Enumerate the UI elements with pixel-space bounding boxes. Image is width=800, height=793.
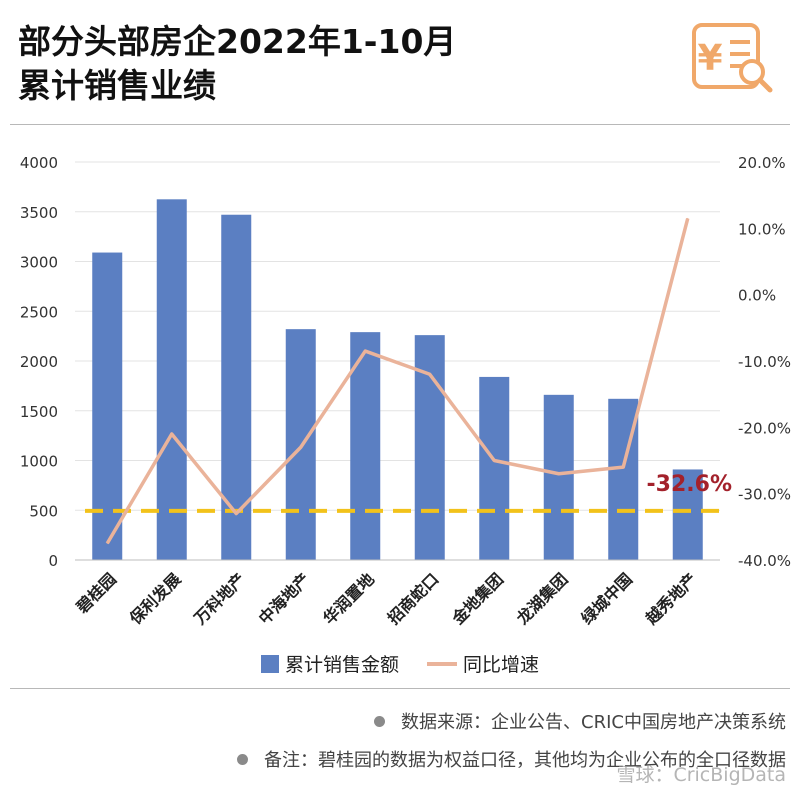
right-tick-label: 10.0%	[738, 220, 786, 238]
reference-label: -32.6%	[647, 472, 732, 497]
right-tick-label: -30.0%	[738, 486, 791, 504]
category-label: 中海地产	[255, 569, 314, 628]
left-tick-label: 3000	[20, 254, 58, 272]
bullet-icon	[374, 715, 386, 727]
category-label: 碧桂园	[72, 569, 120, 617]
yoy-point-1	[171, 433, 173, 435]
yoy-line	[105, 217, 690, 545]
footer-divider	[10, 688, 790, 689]
category-label: 保利发展	[125, 569, 185, 629]
left-tick-label: 2000	[20, 353, 58, 371]
source-note-text: 数据来源：企业公告、CRIC中国房地产决策系统	[401, 712, 786, 733]
right-tick-label: -20.0%	[738, 419, 791, 437]
title-line-2: 累计销售业绩	[18, 66, 216, 105]
legend-item-bar: 累计销售金额	[260, 650, 399, 677]
legend-swatch-bar	[260, 654, 279, 673]
right-tick-label: 20.0%	[738, 154, 786, 172]
header-divider	[10, 124, 790, 125]
yoy-point-2	[235, 513, 237, 515]
watermark: 雪球：CricBigData	[616, 764, 786, 786]
left-tick-label: 1000	[20, 453, 58, 471]
yoy-point-7	[558, 473, 560, 475]
source-note: 数据来源：企业公告、CRIC中国房地产决策系统	[374, 708, 786, 734]
left-tick-label: 500	[29, 502, 58, 520]
left-tick-label: 2500	[20, 303, 58, 321]
title-line-1: 部分头部房企2022年1-10月	[18, 22, 457, 61]
category-label: 招商蛇口	[384, 569, 443, 628]
receipt-yen-search-icon: ¥	[692, 23, 773, 93]
bar-9	[672, 469, 703, 560]
left-tick-label: 4000	[20, 154, 58, 172]
left-tick-label: 1500	[20, 403, 58, 421]
right-tick-label: -40.0%	[738, 552, 791, 570]
remark-note: 备注：碧桂园的数据为权益口径，其他均为企业公布的全口径数据	[237, 746, 786, 772]
legend-swatch-line	[427, 661, 457, 666]
bullet-icon	[237, 753, 248, 765]
bar-0	[92, 252, 123, 561]
yoy-point-6	[493, 460, 495, 461]
svg-text:¥: ¥	[697, 38, 722, 79]
category-label: 绿城中国	[577, 569, 636, 628]
yoy-point-0	[106, 542, 108, 544]
category-label: 金地集团	[448, 569, 507, 628]
legend-label-line: 同比增速	[463, 654, 540, 676]
yoy-point-9	[687, 217, 689, 219]
category-label: 龙湖集团	[512, 569, 571, 628]
right-tick-label: -10.0%	[738, 353, 791, 371]
left-tick-label: 0	[48, 552, 58, 570]
chart-legend: 累计销售金额 同比增速	[0, 650, 800, 677]
bar-4	[350, 332, 381, 560]
yoy-point-8	[622, 466, 624, 468]
legend-item-line: 同比增速	[427, 650, 539, 677]
yoy-point-4	[364, 350, 366, 352]
page-title: 部分头部房企2022年1-10月 累计销售业绩	[18, 20, 658, 108]
left-tick-label: 3500	[20, 204, 58, 222]
bar-7	[543, 394, 574, 560]
category-label: 万科地产	[190, 569, 249, 628]
sales-chart: -32.6% 0 500 1000 1500 2000 2500 3000 3500 4000 -…	[20, 154, 791, 629]
bar-6	[479, 376, 510, 560]
bar-2	[221, 214, 252, 561]
legend-label-bar: 累计销售金额	[284, 654, 399, 676]
category-label: 华润置地	[319, 569, 378, 628]
yoy-point-3	[300, 446, 302, 448]
yoy-point-5	[429, 373, 431, 375]
bar-1	[156, 199, 187, 560]
remark-note-text: 备注：碧桂园的数据为权益口径，其他均为企业公布的全口径数据	[264, 750, 786, 771]
right-tick-label: 0.0%	[738, 287, 776, 305]
category-label: 越秀地产	[641, 569, 700, 628]
